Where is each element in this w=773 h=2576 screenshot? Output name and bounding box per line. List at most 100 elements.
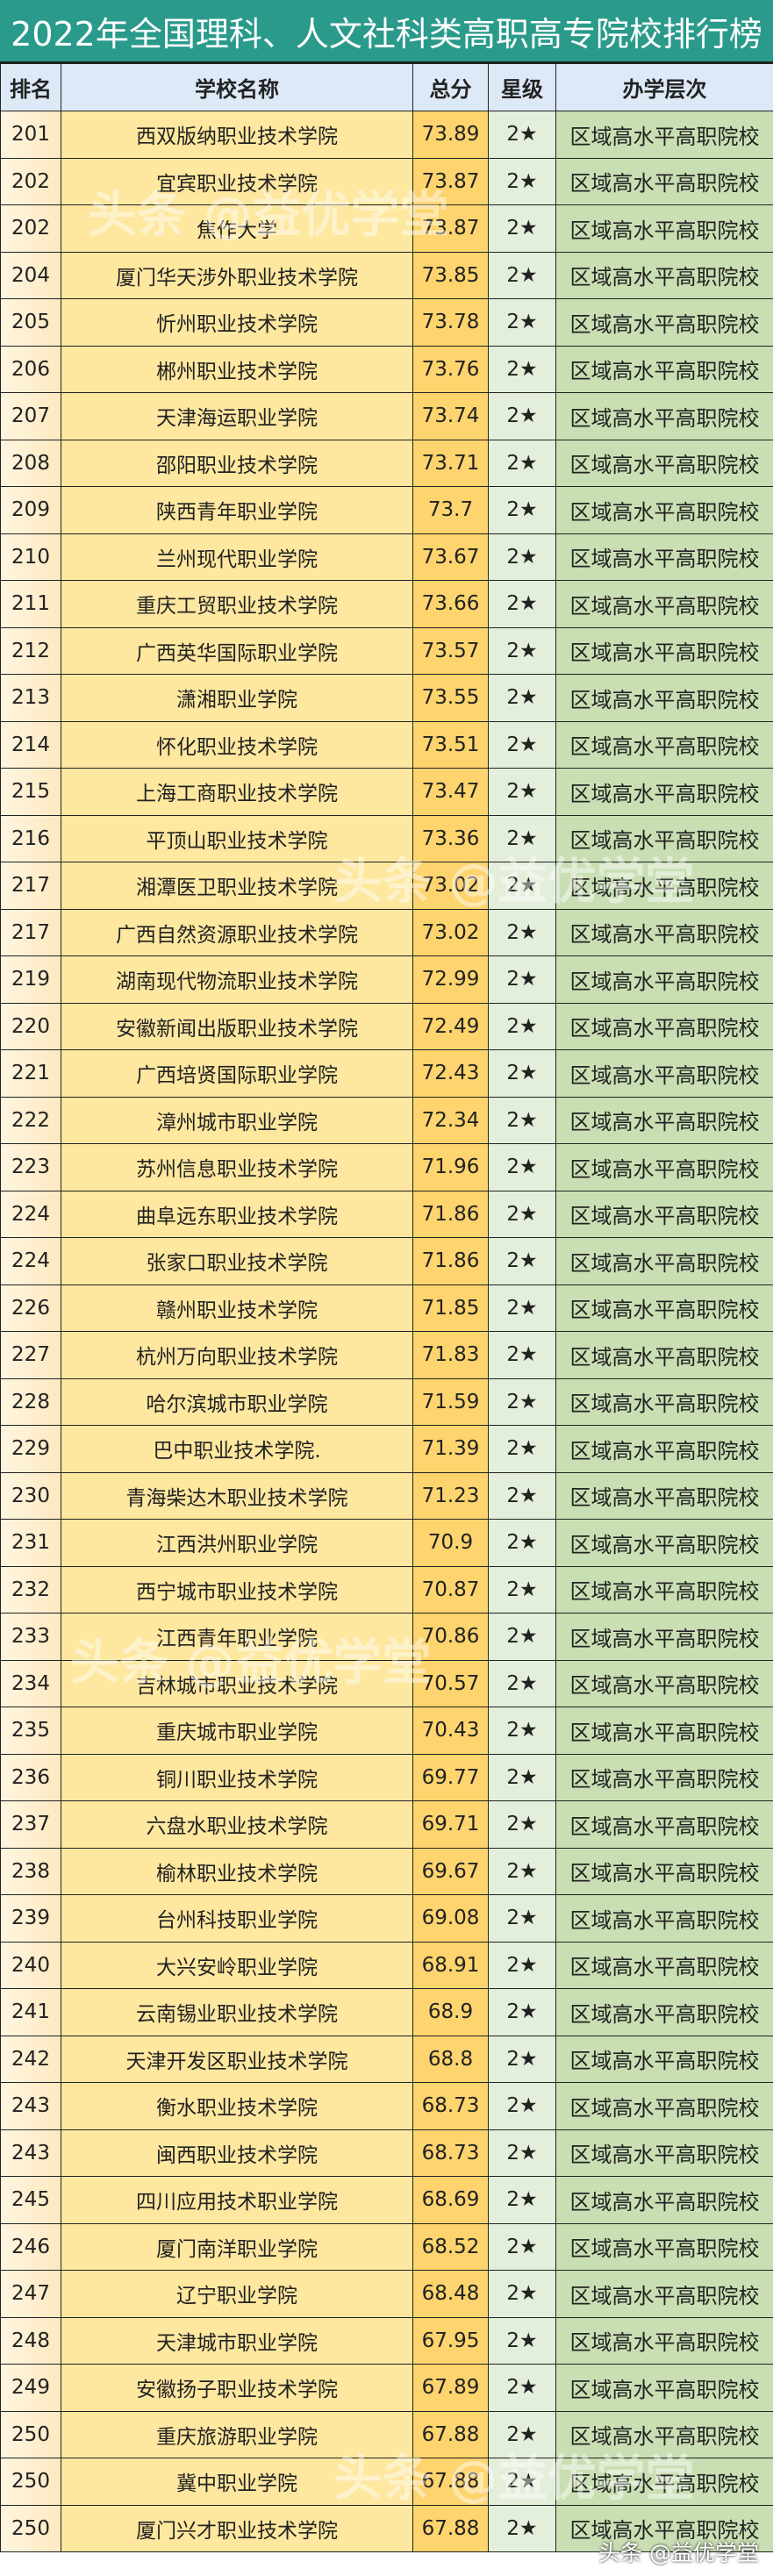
cell-score: 68.91 [412,1941,489,1989]
cell-star: 2★ [488,674,556,722]
cell-rank: 239 [0,1894,61,1943]
cell-level: 区域高水平高职院校 [555,2410,773,2458]
table-row: 227 杭州万向职业技术学院 71.83 2★ 区域高水平高职院校 [0,1331,773,1379]
table-row: 226 赣州职业技术学院 71.85 2★ 区域高水平高职院校 [0,1284,773,1332]
cell-level: 区域高水平高职院校 [555,392,773,440]
cell-star: 2★ [488,720,556,769]
cell-score: 73.85 [412,251,489,299]
cell-star: 2★ [488,1659,556,1707]
cell-rank: 250 [0,2458,61,2506]
header-level: 办学层次 [555,63,773,111]
cell-star: 2★ [488,768,556,816]
cell-rank: 204 [0,251,61,299]
cell-rank: 206 [0,345,61,393]
cell-rank: 209 [0,486,61,534]
cell-star: 2★ [488,1613,556,1661]
cell-name: 闽西职业技术学院 [61,2129,413,2177]
cell-rank: 220 [0,1002,61,1050]
cell-level: 区域高水平高职院校 [555,1659,773,1707]
cell-level: 区域高水平高职院校 [555,251,773,299]
cell-level: 区域高水平高职院校 [555,1237,773,1285]
cell-score: 68.69 [412,2176,489,2224]
cell-rank: 233 [0,1613,61,1661]
cell-score: 73.66 [412,580,489,628]
cell-level: 区域高水平高职院校 [555,1753,773,1801]
cell-name: 湘潭医卫职业技术学院 [61,862,413,910]
cell-name: 郴州职业技术学院 [61,345,413,393]
table-row: 221 广西培贤国际职业学院 72.43 2★ 区域高水平高职院校 [0,1049,773,1098]
table-row: 217 广西自然资源职业技术学院 73.02 2★ 区域高水平高职院校 [0,908,773,956]
table-row: 205 忻州职业技术学院 73.78 2★ 区域高水平高职院校 [0,298,773,347]
table-row: 250 重庆旅游职业学院 67.88 2★ 区域高水平高职院校 [0,2410,773,2458]
cell-score: 73.02 [412,862,489,910]
cell-score: 68.52 [412,2222,489,2271]
cell-score: 73.55 [412,674,489,722]
cell-score: 70.57 [412,1659,489,1707]
table-row: 206 郴州职业技术学院 73.76 2★ 区域高水平高职院校 [0,345,773,393]
cell-star: 2★ [488,2458,556,2506]
table-row: 202 宜宾职业技术学院 73.87 2★ 区域高水平高职院校 [0,157,773,205]
table-row: 243 衡水职业技术学院 68.73 2★ 区域高水平高职院校 [0,2082,773,2130]
cell-level: 区域高水平高职院校 [555,814,773,862]
cell-level: 区域高水平高职院校 [555,345,773,393]
cell-level: 区域高水平高职院校 [555,2176,773,2224]
cell-level: 区域高水平高职院校 [555,1847,773,1895]
cell-name: 江西青年职业学院 [61,1613,413,1661]
cell-score: 71.85 [412,1284,489,1332]
cell-rank: 210 [0,533,61,581]
cell-rank: 226 [0,1284,61,1332]
cell-level: 区域高水平高职院校 [555,674,773,722]
cell-star: 2★ [488,2364,556,2412]
table-row: 249 安徽扬子职业技术学院 67.89 2★ 区域高水平高职院校 [0,2364,773,2412]
cell-rank: 221 [0,1049,61,1098]
cell-star: 2★ [488,955,556,1004]
cell-name: 天津开发区职业技术学院 [61,2035,413,2083]
cell-score: 67.89 [412,2364,489,2412]
cell-level: 区域高水平高职院校 [555,204,773,253]
cell-level: 区域高水平高职院校 [555,1425,773,1473]
cell-level: 区域高水平高职院校 [555,2082,773,2130]
cell-name: 兰州现代职业学院 [61,533,413,581]
cell-star: 2★ [488,1049,556,1098]
cell-star: 2★ [488,1190,556,1238]
cell-star: 2★ [488,862,556,910]
cell-level: 区域高水平高职院校 [555,1800,773,1849]
cell-star: 2★ [488,580,556,628]
cell-star: 2★ [488,2176,556,2224]
cell-star: 2★ [488,157,556,205]
cell-name: 天津海运职业学院 [61,392,413,440]
cell-level: 区域高水平高职院校 [555,1519,773,1567]
cell-level: 区域高水平高职院校 [555,2270,773,2318]
cell-rank: 224 [0,1190,61,1238]
table-row: 242 天津开发区职业技术学院 68.8 2★ 区域高水平高职院校 [0,2035,773,2083]
cell-name: 平顶山职业技术学院 [61,814,413,862]
cell-name: 安徽扬子职业技术学院 [61,2364,413,2412]
cell-score: 70.87 [412,1565,489,1614]
cell-star: 2★ [488,1237,556,1285]
table-row: 248 天津城市职业学院 67.95 2★ 区域高水平高职院校 [0,2316,773,2365]
cell-star: 2★ [488,1425,556,1473]
cell-level: 区域高水平高职院校 [555,2458,773,2506]
cell-star: 2★ [488,626,556,675]
cell-star: 2★ [488,2035,556,2083]
table-row: 211 重庆工贸职业技术学院 73.66 2★ 区域高水平高职院校 [0,580,773,628]
cell-level: 区域高水平高职院校 [555,2035,773,2083]
cell-score: 71.39 [412,1425,489,1473]
cell-rank: 249 [0,2364,61,2412]
cell-rank: 214 [0,720,61,769]
cell-star: 2★ [488,1894,556,1943]
cell-score: 70.9 [412,1519,489,1567]
cell-level: 区域高水平高职院校 [555,908,773,956]
cell-star: 2★ [488,533,556,581]
cell-name: 邵阳职业技术学院 [61,439,413,487]
table-row: 214 怀化职业技术学院 73.51 2★ 区域高水平高职院校 [0,720,773,769]
cell-rank: 231 [0,1519,61,1567]
table-row: 237 六盘水职业技术学院 69.71 2★ 区域高水平高职院校 [0,1800,773,1849]
cell-rank: 201 [0,111,61,159]
cell-name: 六盘水职业技术学院 [61,1800,413,1849]
cell-level: 区域高水平高职院校 [555,955,773,1004]
cell-score: 71.86 [412,1237,489,1285]
cell-level: 区域高水平高职院校 [555,439,773,487]
cell-score: 73.02 [412,908,489,956]
cell-rank: 235 [0,1707,61,1755]
